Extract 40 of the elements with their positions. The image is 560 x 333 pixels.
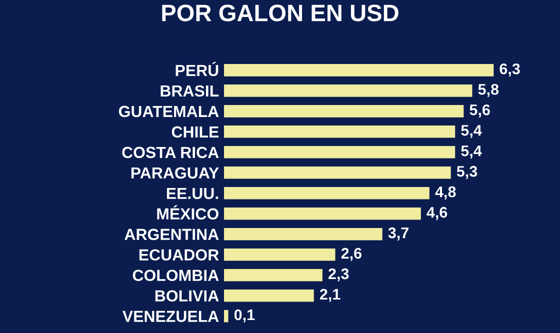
y-tick-label: CHILE — [172, 126, 219, 138]
bar — [224, 207, 421, 220]
y-tick-label: BOLIVIA — [155, 290, 219, 302]
y-tick-label: MÉXICO — [157, 205, 218, 220]
bar — [224, 126, 456, 138]
y-tick-label: BRASIL — [160, 85, 219, 97]
bar — [224, 289, 314, 302]
y-tick-label: COSTA RICA — [122, 146, 219, 158]
data-label: 2,1 — [320, 288, 340, 302]
chart-title: POR GALON EN USD — [162, 4, 398, 22]
bar — [224, 228, 382, 240]
y-tick-label: ARGENTINA — [124, 228, 219, 240]
data-label: 6,3 — [500, 63, 520, 77]
bar — [224, 248, 336, 261]
data-label: 4,6 — [426, 206, 448, 220]
bar — [224, 310, 228, 322]
data-label: 4,8 — [435, 186, 456, 200]
bar — [224, 146, 456, 158]
data-label: 5,8 — [478, 84, 499, 97]
bar — [224, 105, 464, 118]
y-tick-label: ECUADOR — [139, 249, 219, 261]
data-label: 0,1 — [234, 309, 255, 322]
data-label: 5,4 — [461, 125, 482, 138]
bar — [224, 166, 451, 179]
bar — [224, 268, 322, 282]
data-label: 2,6 — [341, 248, 362, 261]
y-tick-label: VENEZUELA — [122, 310, 219, 322]
bar — [224, 64, 494, 76]
y-tick-label: GUATEMALA — [118, 106, 219, 118]
bar — [224, 186, 430, 200]
y-tick-label: PERÚ — [176, 62, 218, 76]
y-tick-label: PARAGUAY — [131, 167, 219, 179]
data-label: 3,7 — [388, 227, 408, 240]
y-tick-label: EE.UU. — [166, 188, 218, 200]
bar — [224, 84, 472, 97]
y-tick-label: COLOMBIA — [132, 270, 219, 282]
data-label: 2,3 — [328, 268, 349, 282]
data-label: 5,4 — [461, 146, 482, 158]
data-label: 5,6 — [470, 104, 490, 118]
data-label: 5,3 — [456, 166, 478, 179]
